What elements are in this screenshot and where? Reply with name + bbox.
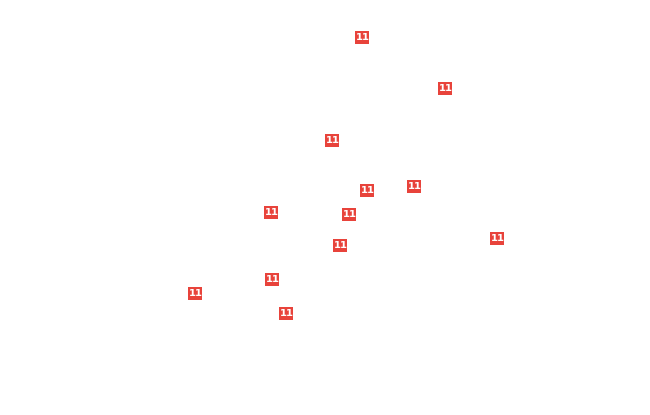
map-marker[interactable]: 11 <box>438 82 452 95</box>
map-marker[interactable]: 11 <box>265 273 279 286</box>
map-marker[interactable]: 11 <box>279 307 293 320</box>
map-marker[interactable]: 11 <box>188 287 202 300</box>
map-marker[interactable]: 11 <box>360 184 374 197</box>
map-marker[interactable]: 11 <box>333 239 347 252</box>
map-marker[interactable]: 11 <box>342 208 356 221</box>
map-marker[interactable]: 11 <box>407 180 421 193</box>
map-marker[interactable]: 11 <box>490 232 504 245</box>
map-marker[interactable]: 11 <box>264 206 278 219</box>
map-marker[interactable]: 11 <box>355 31 369 44</box>
map-marker[interactable]: 11 <box>325 134 339 147</box>
